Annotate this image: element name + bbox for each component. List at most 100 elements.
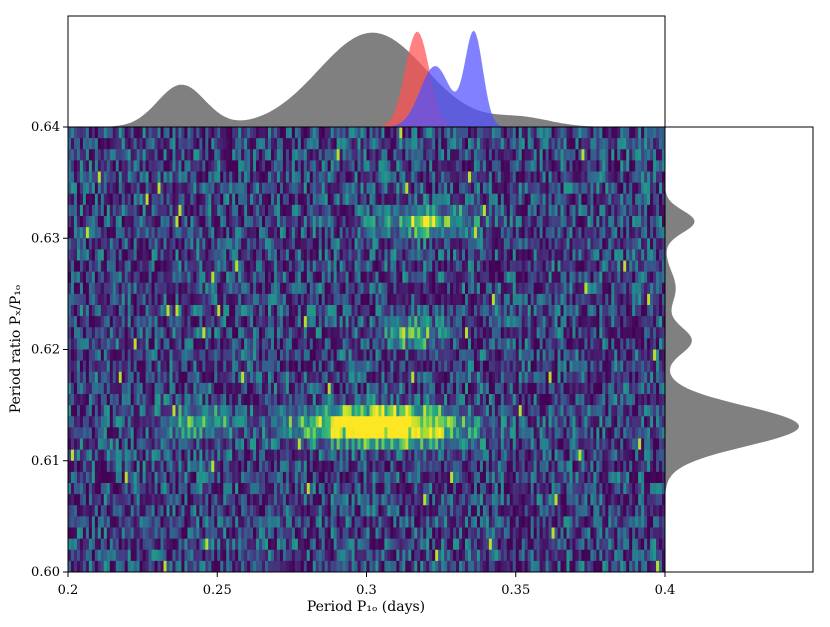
heatmap-cell <box>73 260 78 273</box>
heatmap-cell <box>563 338 567 350</box>
heatmap-cell <box>470 338 475 350</box>
heatmap-cell <box>202 349 206 362</box>
heatmap-cell <box>563 327 567 339</box>
heatmap-cell <box>524 227 529 239</box>
heatmap-cell <box>384 160 388 172</box>
heatmap-cell <box>276 349 281 362</box>
heatmap-cell <box>575 282 579 295</box>
heatmap-cell <box>208 238 212 250</box>
heatmap-cell <box>435 193 439 206</box>
heatmap-cell <box>187 394 191 406</box>
heatmap-cell <box>306 327 311 339</box>
heatmap-cell <box>202 182 206 195</box>
heatmap-cell <box>593 271 597 284</box>
heatmap-cell <box>190 327 194 339</box>
heatmap-cell <box>238 271 242 284</box>
heatmap-cell <box>262 271 266 284</box>
heatmap-cell <box>539 260 544 273</box>
heatmap-cell <box>184 371 188 384</box>
heatmap-cell <box>303 260 308 273</box>
heatmap-cell <box>142 360 147 373</box>
heatmap-cell <box>127 171 132 184</box>
heatmap-cell <box>324 182 329 195</box>
heatmap-cell <box>160 204 164 217</box>
heatmap-cell <box>488 394 493 406</box>
heatmap-cell <box>223 160 227 172</box>
heatmap-cell <box>360 204 364 217</box>
heatmap-cell <box>447 293 451 306</box>
heatmap-cell <box>333 204 338 217</box>
heatmap-cell <box>626 371 630 384</box>
heatmap-cell <box>160 316 164 328</box>
heatmap-cell <box>279 349 284 362</box>
heatmap-cell <box>602 182 606 195</box>
heatmap-cell <box>387 271 391 284</box>
heatmap-cell <box>372 371 376 384</box>
heatmap-cell <box>208 394 212 406</box>
heatmap-cell <box>375 349 379 362</box>
heatmap-cell <box>73 149 78 161</box>
heatmap-cell <box>294 127 299 139</box>
heatmap-cell <box>506 260 511 273</box>
heatmap-cell <box>205 394 209 406</box>
heatmap-cell <box>282 138 287 150</box>
heatmap-cell <box>372 394 376 406</box>
heatmap-cell <box>68 360 72 373</box>
heatmap-cell <box>644 360 648 373</box>
heatmap-cell <box>199 227 203 239</box>
heatmap-cell <box>518 238 523 250</box>
heatmap-cell <box>196 182 200 195</box>
heatmap-cell <box>438 382 442 395</box>
heatmap-cell <box>253 382 257 395</box>
heatmap-cell <box>641 349 645 362</box>
heatmap-cell <box>512 282 517 295</box>
heatmap-cell <box>166 138 170 150</box>
heatmap-cell <box>229 227 233 239</box>
heatmap-cell <box>608 216 612 228</box>
heatmap-cell <box>593 360 597 373</box>
heatmap-cell <box>524 371 529 384</box>
heatmap-cell <box>470 149 475 161</box>
heatmap-cell <box>103 316 108 328</box>
heatmap-cell <box>417 305 421 317</box>
heatmap-cell <box>70 238 75 250</box>
heatmap-cell <box>181 227 185 239</box>
heatmap-cell <box>130 349 135 362</box>
heatmap-cell <box>465 349 469 362</box>
heatmap-cell <box>518 338 523 350</box>
heatmap-cell <box>282 227 287 239</box>
heatmap-cell <box>348 127 352 139</box>
heatmap-cell <box>279 293 284 306</box>
heatmap-cell <box>447 338 451 350</box>
heatmap-cell <box>605 127 609 139</box>
heatmap-cell <box>500 293 505 306</box>
heatmap-cell <box>97 360 102 373</box>
heatmap-cell <box>426 138 430 150</box>
heatmap-cell <box>291 138 296 150</box>
heatmap-cell <box>318 182 323 195</box>
heatmap-cell <box>247 149 251 161</box>
heatmap-cell <box>435 293 439 306</box>
heatmap-cell <box>217 182 221 195</box>
heatmap-cell <box>569 227 573 239</box>
heatmap-cell <box>166 149 170 161</box>
heatmap-cell <box>521 382 526 395</box>
heatmap-cell <box>68 249 72 261</box>
heatmap-cell <box>157 293 161 306</box>
heatmap-cell <box>623 382 627 395</box>
heatmap-cell <box>581 394 585 406</box>
heatmap-cell <box>414 204 418 217</box>
heatmap-cell <box>417 349 421 362</box>
heatmap-cell <box>515 227 520 239</box>
heatmap-cell <box>327 138 332 150</box>
heatmap-cell <box>372 260 376 273</box>
heatmap-cell <box>605 316 609 328</box>
heatmap-cell <box>256 238 260 250</box>
heatmap-cell <box>250 193 254 206</box>
heatmap-cell <box>653 127 657 139</box>
heatmap-cell <box>423 238 427 250</box>
heatmap-cell <box>145 271 149 284</box>
heatmap-cell <box>605 149 609 161</box>
heatmap-cell <box>414 271 418 284</box>
heatmap-cell <box>79 293 84 306</box>
